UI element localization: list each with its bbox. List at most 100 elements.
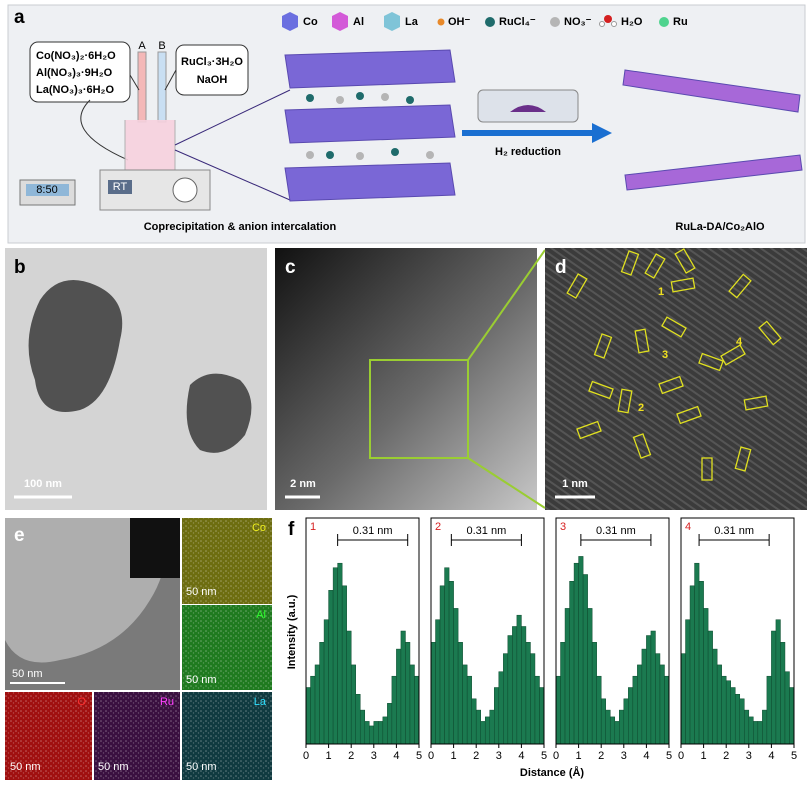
bar xyxy=(484,716,491,745)
bar xyxy=(359,709,366,745)
annotation: 0.31 nm xyxy=(714,525,754,537)
x-tick-label: 0 xyxy=(553,750,559,762)
bar xyxy=(305,687,311,745)
plot-title: 1 xyxy=(310,521,316,533)
x-tick-label: 2 xyxy=(598,750,604,762)
bar xyxy=(521,626,527,745)
bar xyxy=(503,653,509,745)
bar xyxy=(739,698,745,745)
annotation: 0.31 nm xyxy=(596,525,636,537)
annotation: 0.31 nm xyxy=(466,525,506,537)
bar xyxy=(310,675,316,745)
bar xyxy=(457,642,463,745)
plot-title: 3 xyxy=(560,521,566,533)
bar xyxy=(466,675,472,745)
step-label: RuLa-DA/Co₂AlO xyxy=(675,221,765,233)
bar xyxy=(378,721,384,745)
x-tick-label: 2 xyxy=(473,750,479,762)
legend: Co Al La OH⁻ RuCl₄⁻ NO₃⁻ H₂O Ru xyxy=(282,12,688,31)
particle xyxy=(186,373,252,453)
legend-icon xyxy=(282,12,298,31)
bar xyxy=(396,648,402,745)
bar xyxy=(387,703,393,745)
x-tick-label: 4 xyxy=(518,750,524,762)
legend-text: Co xyxy=(303,16,318,28)
legend-icon xyxy=(604,15,612,23)
bar xyxy=(346,630,352,745)
bar xyxy=(498,671,504,745)
zoom-line xyxy=(467,249,546,361)
bar xyxy=(703,608,709,745)
bar xyxy=(789,687,795,745)
syringe-label: A xyxy=(138,40,146,52)
panel-label: f xyxy=(288,519,295,540)
plot-frame xyxy=(430,517,545,745)
bar xyxy=(494,687,500,745)
bar xyxy=(780,642,786,745)
legend-text: OH⁻ xyxy=(448,16,471,28)
x-tick-label: 3 xyxy=(746,750,752,762)
haadf-feature xyxy=(130,518,180,578)
bar xyxy=(475,709,481,745)
connector xyxy=(80,69,177,161)
panel-f: f Intensity (a.u.) Distance (Å) 0 1 2 3 4 5 1 0… xyxy=(286,517,797,779)
x-tick-label: 1 xyxy=(326,750,332,762)
bar xyxy=(784,671,790,745)
bar xyxy=(725,680,731,745)
bar xyxy=(405,642,411,745)
bar xyxy=(341,585,347,745)
bar xyxy=(560,642,566,745)
panel-label: b xyxy=(14,257,26,278)
bar xyxy=(591,642,597,745)
ldh-layers xyxy=(174,49,456,202)
x-tick-label: 5 xyxy=(791,750,797,762)
bar xyxy=(623,698,629,745)
x-tick-label: 2 xyxy=(348,750,354,762)
bar xyxy=(753,721,759,745)
x-tick-label: 4 xyxy=(643,750,649,762)
zoom-line xyxy=(467,457,546,509)
bar xyxy=(462,664,468,745)
bar xyxy=(689,585,695,745)
legend-icon xyxy=(384,12,400,31)
arrow xyxy=(462,123,612,143)
x-tick-label: 5 xyxy=(541,750,547,762)
bar xyxy=(391,675,397,745)
display-text: 8:50 xyxy=(36,184,57,196)
bar xyxy=(664,675,670,745)
bar xyxy=(319,642,325,745)
x-tick-label: 3 xyxy=(621,750,627,762)
x-tick-label: 5 xyxy=(416,750,422,762)
bar xyxy=(534,675,540,745)
bar xyxy=(525,642,531,745)
precursor: Al(NO₃)₃·9H₂O xyxy=(36,67,113,79)
bar xyxy=(619,709,625,745)
bar xyxy=(337,562,343,745)
x-tick-label: 3 xyxy=(496,750,502,762)
syringe xyxy=(137,51,147,123)
eds-noise xyxy=(182,518,272,604)
thermometer-display xyxy=(26,184,69,196)
bar xyxy=(453,608,459,745)
bar xyxy=(444,567,450,745)
bar xyxy=(744,709,750,745)
bar xyxy=(578,556,584,745)
site-label: 2 xyxy=(638,402,644,414)
bar xyxy=(516,614,522,745)
legend-icon xyxy=(437,18,445,26)
step-label: H₂ reduction xyxy=(495,146,561,158)
x-tick-label: 5 xyxy=(666,750,672,762)
panel-e: e 50 nm Co 50 nm Al 50 nm O 50 nm Ru 50 … xyxy=(5,518,272,780)
bar xyxy=(659,664,665,745)
legend-icon xyxy=(611,21,617,27)
plot-frame xyxy=(555,517,670,745)
site-label: 1 xyxy=(658,286,664,298)
scale-label: 2 nm xyxy=(290,478,316,490)
bar xyxy=(614,721,620,745)
panel-c: c 2 nm xyxy=(275,248,546,510)
eds-noise xyxy=(182,605,272,690)
legend-text: Al xyxy=(353,16,364,28)
panel-a: a Co Al La OH⁻ RuCl₄⁻ NO₃⁻ H₂O Ru Co(NO₃… xyxy=(7,4,806,244)
bar xyxy=(712,648,718,745)
x-tick-label: 1 xyxy=(701,750,707,762)
